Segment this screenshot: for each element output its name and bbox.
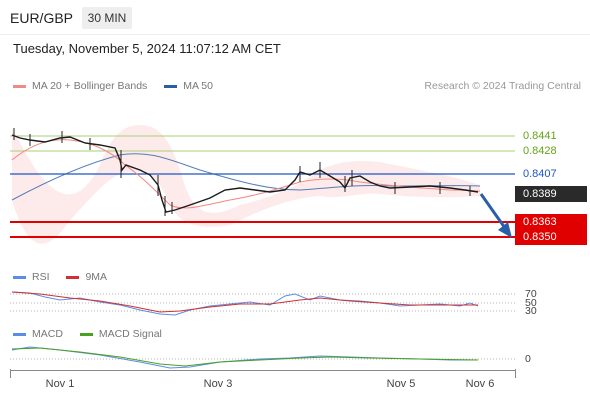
level-label-r2: 0.8441 — [523, 130, 557, 142]
timeframe-button[interactable]: 30 MIN — [82, 7, 132, 29]
rsi-legend: RSI 9MA — [13, 271, 121, 283]
legend-ma50-label: MA 50 — [183, 80, 213, 92]
rsi-swatch — [13, 275, 26, 279]
header-divider — [0, 34, 590, 35]
legend-item-macd: MACD — [13, 328, 63, 340]
research-credit: Research © 2024 Trading Central — [424, 80, 581, 92]
level-label-r1: 0.8428 — [523, 145, 557, 157]
macd-line — [11, 346, 478, 369]
legend-rsi-label: RSI — [32, 271, 50, 283]
rsi-level-50-label: 50 — [525, 297, 537, 309]
9ma-swatch — [66, 275, 80, 279]
level-label-s1: 0.8363 — [515, 214, 587, 230]
macd-signal-line — [11, 347, 479, 367]
level-label-last: 0.8389 — [515, 186, 587, 202]
legend-item-9ma: 9MA — [66, 271, 107, 283]
legend-macd-label: MACD — [32, 328, 63, 340]
macd-swatch — [13, 332, 26, 336]
main-legend: MA 20 + Bollinger Bands MA 50 — [13, 80, 227, 92]
x-tick-nov6: Nov 6 — [465, 378, 495, 390]
x-tick-nov3: Nov 3 — [203, 378, 233, 390]
forecast-arrow — [479, 193, 507, 229]
level-label-pivot: 0.8407 — [515, 166, 587, 182]
bollinger-band — [12, 125, 480, 244]
ma20-swatch — [13, 84, 26, 88]
legend-item-macd-signal: MACD Signal — [79, 328, 162, 340]
legend-item-rsi: RSI — [13, 271, 50, 283]
x-axis-left-edge — [10, 369, 11, 378]
level-label-s2: 0.8350 — [515, 229, 587, 245]
rsi-level-30-label: 30 — [525, 305, 537, 317]
legend-9ma-label: 9MA — [85, 271, 108, 283]
macd-zero-label: 0 — [525, 353, 531, 365]
macd-legend: MACD MACD Signal — [13, 328, 176, 340]
macd-signal-swatch — [79, 332, 93, 336]
price-line — [11, 134, 479, 213]
timestamp: Tuesday, November 5, 2024 11:07:12 AM CE… — [13, 41, 281, 56]
x-axis-right-edge — [515, 369, 516, 378]
x-tick-nov5: Nov 5 — [386, 378, 416, 390]
ma50-swatch — [164, 84, 178, 88]
candles — [13, 128, 471, 216]
rsi-level-70-label: 70 — [525, 288, 537, 300]
legend-item-ma20: MA 20 + Bollinger Bands — [13, 80, 147, 92]
x-tick-nov1: Nov 1 — [45, 378, 75, 390]
forecast-arrowhead — [498, 222, 512, 238]
legend-ma20-label: MA 20 + Bollinger Bands — [32, 80, 148, 92]
x-axis-line — [10, 370, 515, 371]
legend-macd-signal-label: MACD Signal — [98, 328, 162, 340]
legend-item-ma50: MA 50 — [164, 80, 213, 92]
currency-pair-title: EUR/GBP — [10, 10, 74, 26]
rsi-9ma-line — [11, 291, 478, 313]
